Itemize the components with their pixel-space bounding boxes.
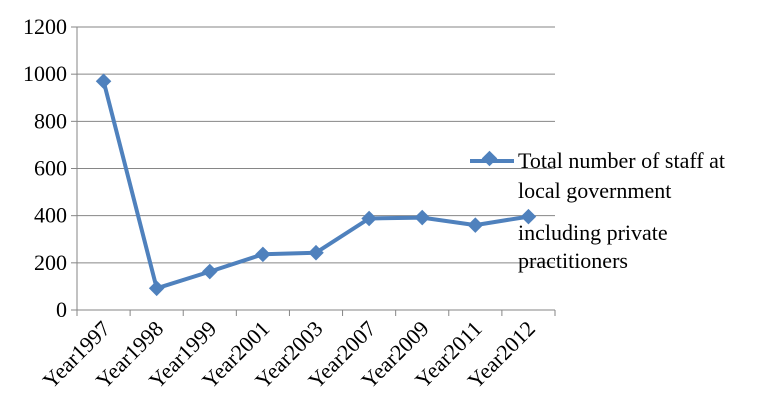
data-point-marker: [95, 73, 112, 90]
x-tick-labels: Year1997Year1998Year1999Year2001Year2003…: [38, 316, 540, 393]
data-point-marker: [201, 263, 218, 280]
y-tick-label: 200: [34, 250, 67, 275]
data-point-marker: [520, 208, 537, 225]
y-tick-label: 1200: [23, 14, 67, 39]
legend-label-line1: Total number of staff at: [518, 148, 725, 173]
data-point-marker: [414, 209, 431, 226]
y-axis: 0 200 400 600 800 1000 1200: [23, 14, 77, 322]
y-tick-label: 600: [34, 156, 67, 181]
y-tick-label: 800: [34, 108, 67, 133]
x-axis: [76, 27, 556, 316]
legend-label-line2: local government: [518, 178, 671, 203]
legend-label-line4: practitioners: [518, 248, 628, 273]
y-tick-label: 0: [56, 297, 67, 322]
data-point-marker: [467, 217, 484, 233]
data-point-marker: [255, 246, 271, 263]
y-tick-label: 1000: [23, 61, 67, 86]
legend-label-line3: including private: [518, 220, 668, 245]
data-point-marker: [361, 210, 377, 227]
legend: Total number of staff at local governmen…: [470, 148, 725, 273]
data-point-marker: [148, 280, 165, 297]
y-tick-label: 400: [34, 203, 67, 228]
legend-marker: [481, 150, 498, 167]
gridlines: [77, 26, 555, 264]
